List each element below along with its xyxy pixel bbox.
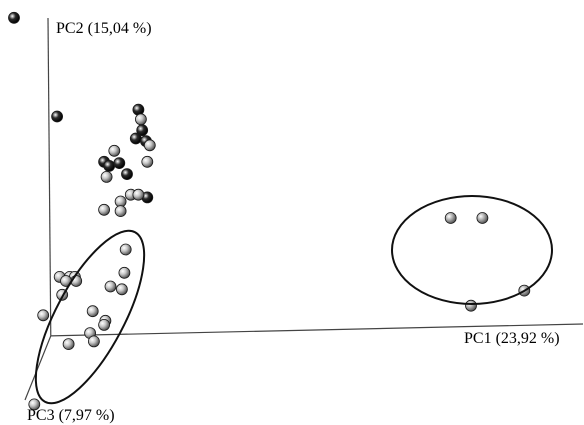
point-series-1-8 — [103, 159, 116, 172]
point-series-2-27 — [62, 338, 75, 351]
pc3-axis — [24, 335, 52, 401]
point-series-2-24 — [37, 309, 50, 322]
point-series-2-28 — [28, 398, 41, 411]
point-series-2-10 — [114, 205, 127, 218]
point-series-2-13 — [104, 280, 117, 293]
point-series-3-1 — [444, 212, 457, 224]
point-series-1-3 — [132, 103, 145, 116]
point-series-2-4 — [141, 155, 154, 168]
ellipse-group-right — [391, 195, 553, 305]
ellipse-group-left — [34, 229, 146, 405]
pc1-axis — [50, 323, 584, 337]
point-series-2-14 — [116, 283, 128, 296]
point-series-1-1 — [8, 11, 20, 24]
point-series-2-8 — [132, 188, 145, 201]
group-ellipses — [34, 195, 553, 405]
point-series-3-4 — [465, 299, 477, 312]
point-series-1-5 — [129, 132, 142, 145]
point-series-2-23 — [98, 318, 110, 331]
point-series-2-5 — [100, 170, 113, 183]
axes — [24, 17, 584, 401]
data-points — [8, 11, 531, 411]
point-series-2-26 — [88, 335, 100, 348]
pc3-axis-label: PC3 (7,97 %) — [27, 407, 115, 424]
point-series-1-2 — [51, 110, 63, 123]
point-series-2-2 — [143, 139, 156, 152]
pc1-axis-label: PC1 (23,92 %) — [464, 330, 560, 347]
point-series-1-9 — [113, 157, 126, 170]
point-series-3-2 — [476, 212, 489, 224]
point-series-2-3 — [108, 144, 121, 157]
point-series-2-12 — [118, 266, 131, 279]
pc2-axis-label: PC2 (15,04 %) — [56, 20, 152, 37]
point-series-2-9 — [98, 203, 110, 216]
point-series-2-1 — [134, 113, 147, 126]
point-series-2-11 — [119, 243, 132, 256]
pc2-axis — [47, 17, 52, 336]
point-series-1-10 — [121, 168, 133, 181]
point-series-2-21 — [86, 305, 99, 318]
